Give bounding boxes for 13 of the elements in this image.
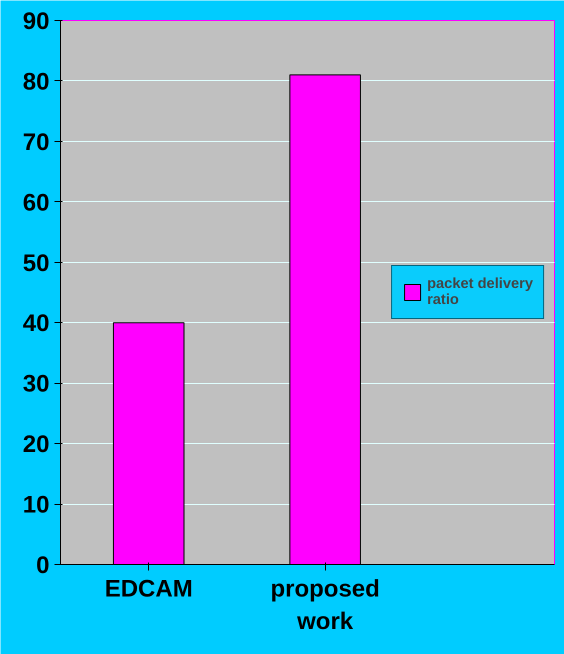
y-tick-label: 60 (22, 189, 50, 216)
x-tick-label: proposed work (270, 576, 380, 635)
y-tick-label: 0 (36, 552, 50, 579)
y-tick-label: 10 (22, 492, 50, 519)
y-tick-label: 50 (22, 250, 50, 277)
y-tick-label: 80 (22, 68, 50, 96)
y-tick-label: 90 (22, 8, 50, 35)
y-tick-label: 30 (22, 370, 50, 398)
y-tick-label: 40 (22, 310, 50, 338)
y-tick-label: 70 (22, 128, 50, 156)
y-tick-label: 20 (22, 431, 50, 458)
x-tick-label: EDCAM (104, 576, 193, 602)
legend-label: packet delivery ratio (427, 276, 533, 308)
